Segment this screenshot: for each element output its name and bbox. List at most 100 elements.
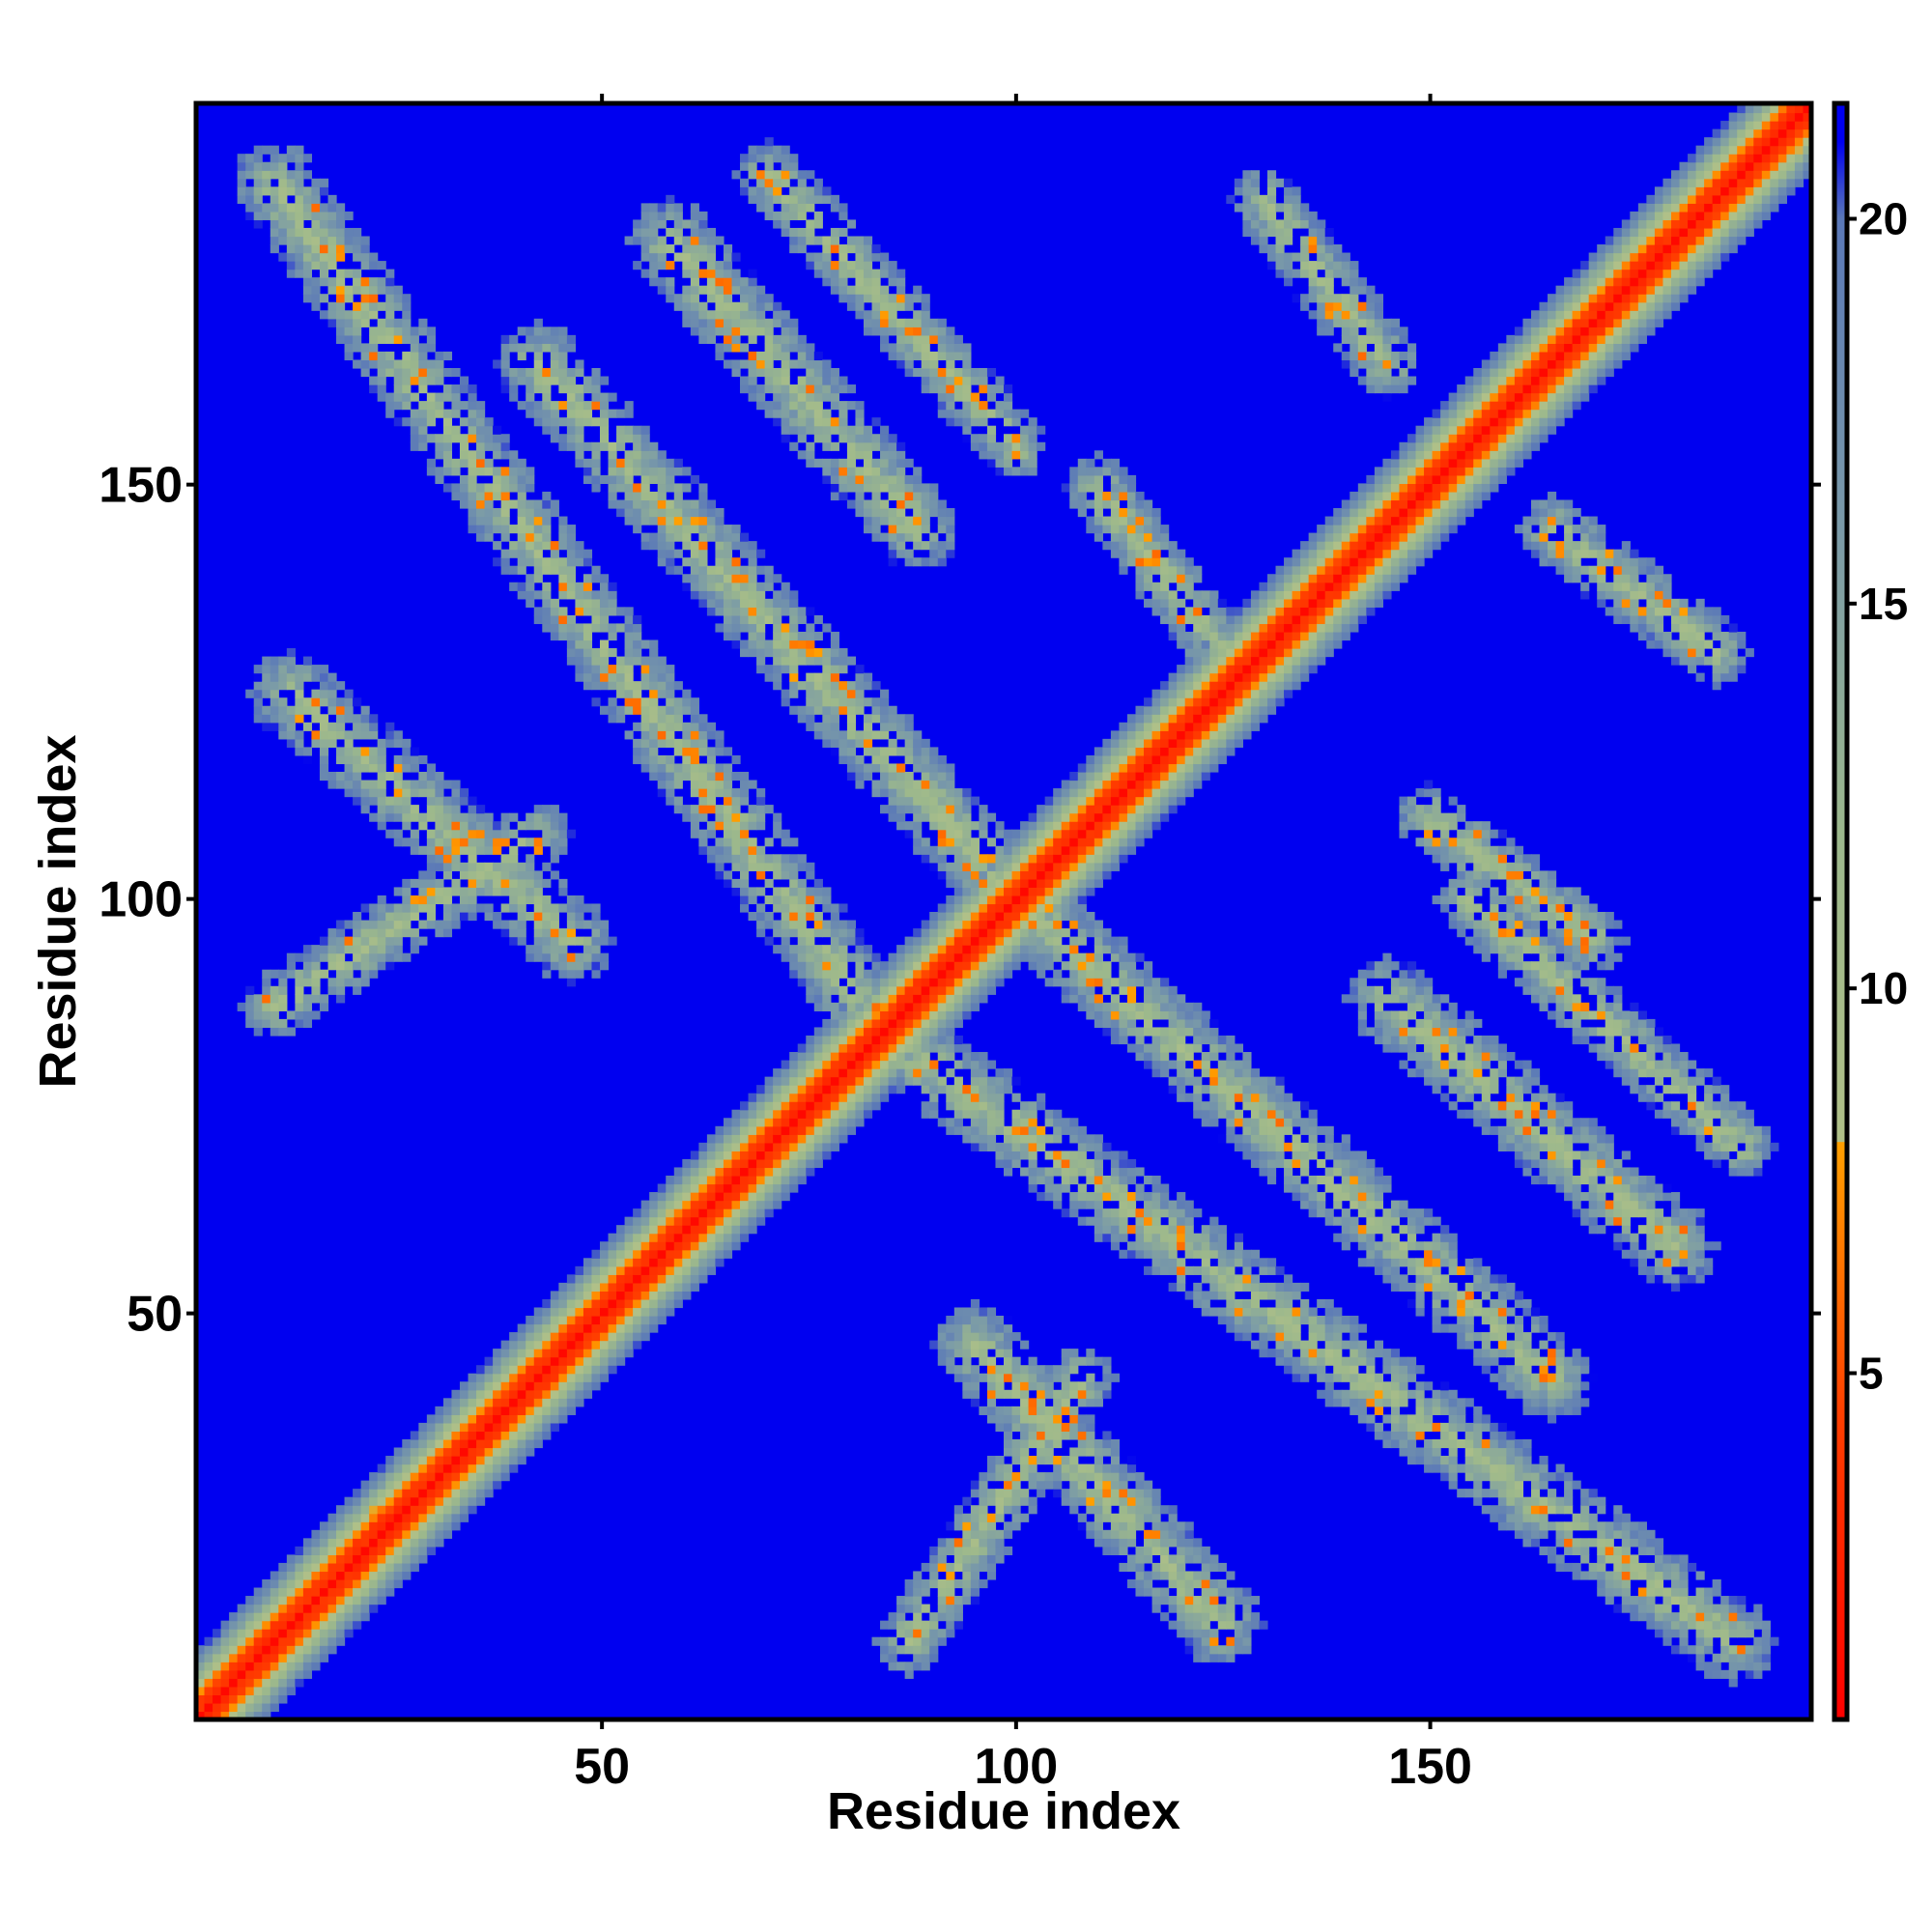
- heatmap-cell: [813, 689, 823, 698]
- heatmap-cell: [500, 854, 510, 864]
- heatmap-cell: [542, 969, 552, 979]
- heatmap-cell: [566, 936, 577, 946]
- heatmap-cell: [953, 805, 963, 814]
- heatmap-cell: [657, 261, 667, 270]
- heatmap-cell: [336, 1636, 346, 1646]
- heatmap-cell: [393, 738, 403, 748]
- heatmap-cell: [830, 269, 839, 278]
- heatmap-cell: [526, 334, 535, 344]
- heatmap-cell: [442, 1521, 453, 1531]
- heatmap-cell: [723, 327, 733, 336]
- heatmap-cell: [558, 952, 568, 962]
- heatmap-cell: [921, 985, 930, 995]
- heatmap-cell: [575, 417, 584, 427]
- heatmap-cell: [451, 1447, 461, 1457]
- heatmap-cell: [311, 227, 321, 238]
- heatmap-cell: [682, 1258, 692, 1267]
- heatmap-cell: [781, 203, 790, 213]
- heatmap-cell: [896, 549, 906, 558]
- heatmap-cell: [962, 1052, 972, 1062]
- heatmap-cell: [723, 343, 733, 353]
- heatmap-cell: [706, 845, 717, 855]
- heatmap-cell: [319, 1620, 329, 1630]
- heatmap-cell: [888, 738, 897, 748]
- heatmap-cell: [542, 598, 552, 608]
- heatmap-cell: [393, 1578, 403, 1589]
- heatmap-cell: [517, 343, 526, 353]
- heatmap-cell: [822, 952, 832, 962]
- heatmap-cell: [846, 928, 857, 938]
- heatmap-cell: [253, 1702, 263, 1713]
- heatmap-cell: [517, 516, 526, 526]
- heatmap-cell: [830, 467, 839, 476]
- heatmap-cell: [781, 607, 790, 616]
- heatmap-cell: [327, 945, 337, 954]
- heatmap-cell: [962, 425, 972, 435]
- heatmap-cell: [262, 1620, 271, 1630]
- heatmap-cell: [986, 1340, 997, 1350]
- heatmap-cell: [789, 227, 799, 238]
- heatmap-cell: [846, 294, 857, 303]
- heatmap-cell: [863, 516, 873, 526]
- heatmap-cell: [838, 384, 848, 394]
- heatmap-cell: [855, 1002, 865, 1011]
- heatmap-cell: [278, 1645, 288, 1655]
- heatmap-cell: [591, 952, 601, 962]
- heatmap-cell: [319, 1645, 329, 1655]
- heatmap-cell: [633, 631, 642, 641]
- heatmap-cell: [649, 1241, 659, 1251]
- heatmap-cell: [929, 1035, 939, 1045]
- heatmap-cell: [986, 862, 997, 871]
- heatmap-cell: [773, 920, 782, 929]
- heatmap-cell: [600, 936, 610, 946]
- heatmap-cell: [789, 945, 799, 954]
- heatmap-cell: [806, 1118, 815, 1127]
- heatmap-cell: [649, 1200, 659, 1209]
- heatmap-cell: [245, 186, 255, 196]
- heatmap-cell: [426, 895, 436, 905]
- heatmap-cell: [846, 936, 857, 946]
- heatmap-cell: [270, 665, 279, 674]
- heatmap-cell: [295, 203, 304, 213]
- heatmap-cell: [657, 1298, 667, 1309]
- heatmap-cell: [740, 862, 750, 871]
- heatmap-cell: [756, 903, 766, 913]
- heatmap-cell: [880, 969, 890, 979]
- heatmap-cell: [773, 401, 782, 411]
- heatmap-cell: [953, 969, 963, 979]
- heatmap-cell: [624, 1316, 634, 1325]
- heatmap-cell: [459, 401, 469, 411]
- heatmap-cell: [838, 705, 848, 715]
- heatmap-cell: [946, 845, 955, 855]
- heatmap-cell: [426, 878, 436, 889]
- heatmap-cell: [220, 1678, 230, 1688]
- heatmap-cell: [731, 367, 741, 378]
- heatmap-cell: [442, 1398, 453, 1407]
- heatmap-cell: [773, 1068, 782, 1078]
- heatmap-cell: [970, 985, 980, 995]
- heatmap-cell: [558, 582, 568, 591]
- heatmap-cell: [657, 672, 667, 682]
- heatmap-cell: [616, 409, 626, 418]
- heatmap-cell: [979, 1349, 988, 1358]
- heatmap-cell: [863, 483, 873, 493]
- heatmap-cell: [723, 771, 733, 781]
- heatmap-cell: [698, 1167, 708, 1177]
- heatmap-cell: [806, 945, 815, 954]
- heatmap-cell: [640, 730, 650, 740]
- heatmap-cell: [418, 788, 428, 798]
- heatmap-cell: [698, 499, 708, 509]
- heatmap-cell: [838, 1093, 848, 1102]
- heatmap-cell: [921, 1629, 930, 1638]
- heatmap-cell: [558, 903, 568, 913]
- heatmap-cell: [797, 1043, 807, 1053]
- heatmap-cell: [295, 261, 304, 270]
- heatmap-cell: [442, 895, 453, 905]
- heatmap-cell: [558, 1398, 568, 1407]
- heatmap-cell: [830, 738, 839, 748]
- heatmap-cell: [773, 665, 782, 674]
- heatmap-cell: [360, 961, 370, 971]
- heatmap-cell: [871, 499, 881, 509]
- heatmap-cell: [624, 434, 634, 443]
- heatmap-cell: [319, 1521, 329, 1531]
